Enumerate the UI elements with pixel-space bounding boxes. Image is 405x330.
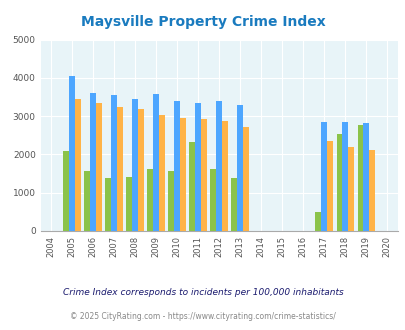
Bar bbox=[159, 115, 164, 231]
Bar bbox=[90, 93, 96, 231]
Bar bbox=[336, 134, 341, 231]
Bar bbox=[231, 178, 237, 231]
Text: Crime Index corresponds to incidents per 100,000 inhabitants: Crime Index corresponds to incidents per… bbox=[62, 287, 343, 297]
Bar bbox=[117, 107, 123, 231]
Bar bbox=[168, 171, 174, 231]
Bar bbox=[237, 106, 243, 231]
Bar bbox=[210, 169, 216, 231]
Bar bbox=[111, 95, 117, 231]
Bar bbox=[132, 99, 138, 231]
Bar bbox=[369, 150, 374, 231]
Bar bbox=[195, 103, 200, 231]
Bar bbox=[174, 101, 180, 231]
Bar bbox=[216, 101, 222, 231]
Bar bbox=[321, 121, 326, 231]
Bar bbox=[69, 76, 75, 231]
Bar bbox=[357, 125, 362, 231]
Bar bbox=[222, 121, 228, 231]
Bar bbox=[200, 119, 207, 231]
Bar bbox=[341, 121, 347, 231]
Bar bbox=[189, 142, 195, 231]
Bar bbox=[63, 151, 69, 231]
Text: Maysville Property Crime Index: Maysville Property Crime Index bbox=[81, 15, 324, 29]
Bar bbox=[326, 141, 333, 231]
Bar bbox=[84, 171, 90, 231]
Bar bbox=[347, 147, 353, 231]
Bar bbox=[138, 109, 144, 231]
Bar bbox=[243, 127, 249, 231]
Bar bbox=[75, 99, 81, 231]
Bar bbox=[362, 123, 369, 231]
Bar bbox=[96, 103, 102, 231]
Bar bbox=[180, 118, 185, 231]
Bar bbox=[105, 178, 111, 231]
Text: © 2025 CityRating.com - https://www.cityrating.com/crime-statistics/: © 2025 CityRating.com - https://www.city… bbox=[70, 312, 335, 321]
Bar bbox=[147, 169, 153, 231]
Bar bbox=[315, 212, 321, 231]
Bar bbox=[153, 94, 159, 231]
Bar bbox=[126, 178, 132, 231]
